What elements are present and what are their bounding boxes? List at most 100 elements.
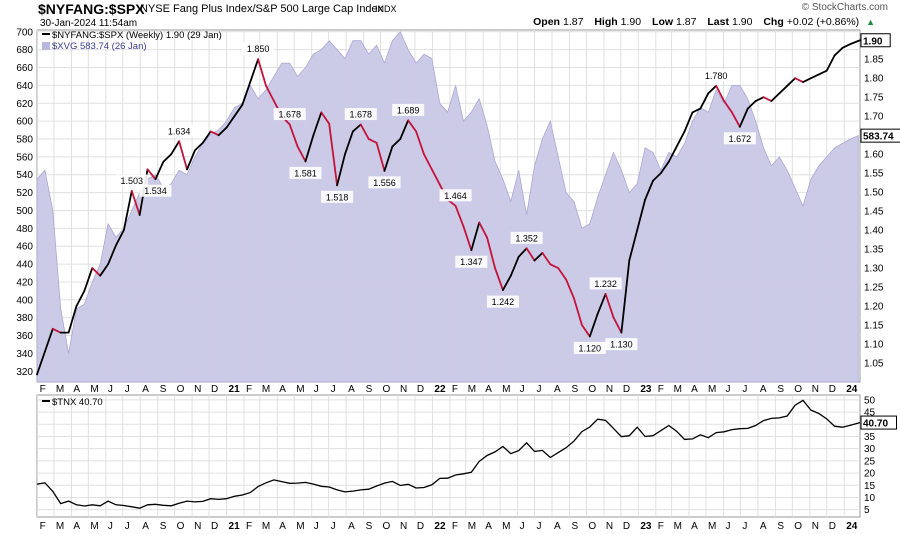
last-label: Last: [707, 16, 729, 28]
upper-x-tick-label: J: [314, 384, 319, 395]
exchange-label: INDX: [375, 4, 397, 14]
right-axis-tick-label: 1.75: [864, 93, 884, 104]
ratio-line-segment: [249, 58, 260, 83]
ratio-line-segment: [359, 123, 370, 140]
left-axis-tick-label: 540: [16, 170, 33, 181]
lower-x-tick-label: A: [142, 521, 149, 532]
ratio-line-segment: [170, 140, 181, 156]
annotation-label: 1.464: [444, 191, 467, 201]
ratio-line-segment: [107, 244, 117, 266]
upper-x-tick-label: S: [160, 384, 167, 395]
ratio-line-segment: [786, 77, 797, 87]
ratio-line-segment: [525, 247, 536, 262]
upper-x-tick-label: A: [691, 384, 698, 395]
upper-x-tick-label: O: [177, 384, 185, 395]
ratio-line-segment: [770, 92, 781, 102]
ratio-line-segment: [399, 119, 410, 140]
brand-watermark[interactable]: © StockCharts.com: [801, 2, 888, 13]
annotation-label: 1.780: [705, 71, 728, 81]
left-axis-tick-label: 520: [16, 188, 33, 199]
ratio-line-segment: [257, 58, 267, 87]
ratio-line-segment: [288, 123, 299, 148]
ratio-line-segment: [715, 84, 725, 102]
ratio-line-segment: [75, 289, 86, 307]
upper-x-tick-label: M: [468, 384, 476, 395]
line-legend-icon: [42, 33, 50, 35]
legend-tnx-label: $TNX 40.70: [52, 397, 103, 408]
lower-x-tick-label: A: [348, 521, 355, 532]
right-axis-tick-label: 1.30: [864, 264, 884, 275]
lower-x-tick-label: O: [794, 521, 802, 532]
annotation-bg: [700, 69, 733, 82]
upper-x-tick-label: A: [760, 384, 767, 395]
chart-description: NYSE Fang Plus Index/S&P 500 Large Cap I…: [140, 3, 384, 15]
lower-x-tick-label: N: [606, 521, 613, 532]
annotation-bg: [273, 108, 306, 121]
ratio-line-segment: [454, 204, 465, 228]
upper-x-tick-label: 24: [846, 384, 858, 395]
ratio-line-segment: [304, 134, 315, 163]
upper-x-tick-label: F: [452, 384, 458, 395]
right-axis-tick-label: 1.40: [864, 226, 884, 237]
left-axis-tick-label: 420: [16, 277, 33, 288]
high-value: 1.90: [620, 16, 642, 28]
lower-x-tick-label: J: [537, 521, 542, 532]
right-axis-tick-label: 1.85: [864, 55, 884, 66]
annotation-label: 1.232: [594, 279, 617, 289]
left-axis-tick-label: 580: [16, 134, 33, 145]
ratio-line-segment: [596, 293, 607, 315]
ratio-line-segment: [320, 111, 331, 125]
lower-x-tick-label: M: [90, 521, 98, 532]
ratio-line-segment: [565, 278, 575, 300]
area-legend-icon: [42, 42, 50, 50]
upper-x-tick-label: D: [211, 384, 218, 395]
ratio-line-segment: [130, 190, 141, 216]
lower-x-tick-label: 21: [229, 521, 241, 532]
legend-ratio-label: $NYFANG:$SPX (Weekly) 1.90 (29 Jan): [52, 30, 222, 41]
ratio-line-segment: [375, 141, 386, 172]
high-label: High: [594, 16, 618, 28]
lower-x-tick-label: O: [588, 521, 596, 532]
ratio-line-segment: [675, 130, 686, 148]
upper-x-tick-label: J: [537, 384, 542, 395]
lower-x-tick-label: M: [708, 521, 716, 532]
right-axis-tick-label: 1.05: [864, 359, 884, 370]
ratio-line-segment: [604, 293, 615, 319]
annotation-bg: [139, 184, 172, 197]
ratio-line-segment: [486, 236, 496, 269]
annotation-bg: [321, 190, 354, 203]
annotation-bg: [368, 176, 401, 189]
lower-x-tick-label: 22: [434, 521, 446, 532]
xvg-area: [36, 31, 859, 383]
ratio-line-segment: [194, 141, 204, 152]
ratio-line-segment: [178, 140, 188, 171]
upper-x-tick-label: A: [279, 384, 286, 395]
right-axis-tick-label: 1.50: [864, 188, 884, 199]
ratio-line-segment: [383, 145, 394, 172]
right-axis-tick-label: 1.15: [864, 321, 884, 332]
ratio-line-segment: [51, 327, 62, 334]
annotation-label: 1.634: [168, 126, 191, 136]
upper-x-tick-label: A: [142, 384, 149, 395]
annotation-bg: [344, 108, 377, 121]
ratio-line-segment: [762, 96, 773, 102]
upper-x-tick-label: 23: [640, 384, 652, 395]
left-axis-tick-label: 700: [16, 27, 33, 38]
ratio-line-segment: [83, 267, 94, 292]
ratio-line-segment: [612, 316, 623, 334]
last-value-ratio-label-box: [860, 33, 891, 48]
ratio-line-segment: [825, 54, 836, 72]
left-axis-tick-label: 460: [16, 242, 33, 253]
right-axis-tick-label: 1.55: [864, 169, 884, 180]
open-label: Open: [533, 16, 560, 28]
ratio-line-segment: [581, 324, 591, 338]
left-axis-tick-label: 640: [16, 81, 33, 92]
ratio-line-segment: [470, 221, 481, 252]
upper-x-tick-label: M: [56, 384, 64, 395]
lower-panel-frame: [36, 394, 861, 518]
ratio-line-segment: [99, 263, 109, 277]
upper-x-tick-label: N: [812, 384, 819, 395]
